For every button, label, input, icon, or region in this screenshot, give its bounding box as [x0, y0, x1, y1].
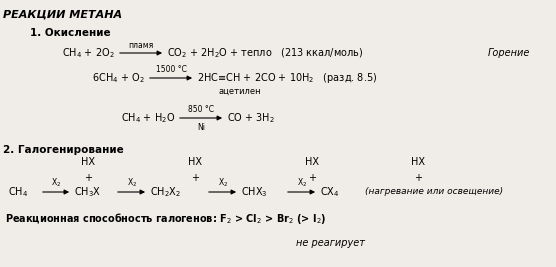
Text: 1. Окисление: 1. Окисление	[30, 28, 111, 38]
Text: X$_2$: X$_2$	[218, 177, 228, 189]
Text: пламя: пламя	[128, 41, 153, 50]
Text: CH$_4$ + 2O$_2$: CH$_4$ + 2O$_2$	[62, 46, 115, 60]
Text: 850 °C: 850 °C	[188, 105, 214, 115]
Text: CX$_4$: CX$_4$	[320, 185, 340, 199]
Text: HX: HX	[81, 157, 95, 167]
Text: +: +	[308, 173, 316, 183]
Text: CH$_2$X$_2$: CH$_2$X$_2$	[150, 185, 181, 199]
Text: CH$_4$ + H$_2$O: CH$_4$ + H$_2$O	[121, 111, 175, 125]
Text: 1500 °C: 1500 °C	[156, 65, 186, 74]
Text: РЕАКЦИИ МЕТАНА: РЕАКЦИИ МЕТАНА	[3, 10, 122, 20]
Text: +: +	[84, 173, 92, 183]
Text: Горение: Горение	[488, 48, 530, 58]
Text: 6CH$_4$ + O$_2$: 6CH$_4$ + O$_2$	[92, 71, 145, 85]
Text: X$_2$: X$_2$	[127, 177, 137, 189]
Text: +: +	[191, 173, 199, 183]
Text: HX: HX	[188, 157, 202, 167]
Text: CO + 3H$_2$: CO + 3H$_2$	[227, 111, 275, 125]
Text: +: +	[414, 173, 422, 183]
Text: CH$_3$X: CH$_3$X	[74, 185, 101, 199]
Text: Реакционная способность галогенов: F$_2$ > Cl$_2$ > Br$_2$ (> I$_2$): Реакционная способность галогенов: F$_2$…	[5, 210, 326, 226]
Text: не реагирует: не реагирует	[296, 238, 364, 248]
Text: HX: HX	[411, 157, 425, 167]
Text: CH$_4$: CH$_4$	[8, 185, 28, 199]
Text: CHX$_3$: CHX$_3$	[241, 185, 267, 199]
Text: ацетилен: ацетилен	[219, 87, 261, 96]
Text: (нагревание или освещение): (нагревание или освещение)	[365, 187, 503, 197]
Text: Ni: Ni	[197, 123, 205, 132]
Text: X$_2$: X$_2$	[297, 177, 307, 189]
Text: HX: HX	[305, 157, 319, 167]
Text: CO$_2$ + 2H$_2$O + тепло   (213 ккал/моль): CO$_2$ + 2H$_2$O + тепло (213 ккал/моль)	[167, 46, 364, 60]
Text: 2. Галогенирование: 2. Галогенирование	[3, 145, 124, 155]
Text: 2HC≡CH + 2CO + 10H$_2$   (разд. 8.5): 2HC≡CH + 2CO + 10H$_2$ (разд. 8.5)	[197, 71, 378, 85]
Text: X$_2$: X$_2$	[51, 177, 61, 189]
